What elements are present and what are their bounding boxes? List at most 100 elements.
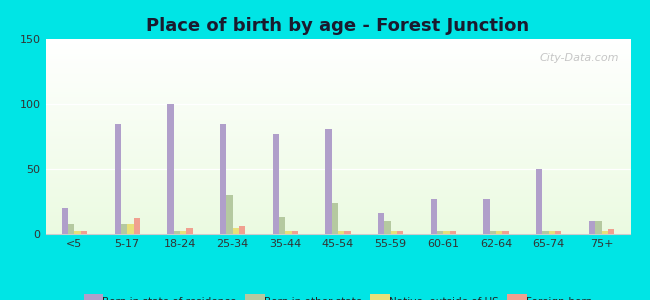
- Bar: [46, 48, 630, 49]
- Bar: [46, 160, 630, 161]
- Bar: [46, 214, 630, 215]
- Bar: [46, 94, 630, 95]
- Bar: [46, 161, 630, 162]
- Bar: [46, 141, 630, 142]
- Bar: [46, 98, 630, 100]
- Bar: [46, 40, 630, 41]
- Bar: [46, 95, 630, 97]
- Bar: [46, 79, 630, 80]
- Bar: [46, 55, 630, 56]
- Bar: [46, 148, 630, 149]
- Bar: [46, 59, 630, 60]
- Bar: [46, 110, 630, 111]
- Bar: [46, 125, 630, 126]
- Bar: [46, 103, 630, 104]
- Bar: [46, 206, 630, 207]
- Bar: [46, 162, 630, 163]
- Bar: [186, 227, 192, 234]
- Bar: [46, 231, 630, 232]
- Bar: [46, 42, 630, 43]
- Bar: [46, 173, 630, 175]
- Bar: [46, 156, 630, 157]
- Bar: [46, 39, 630, 40]
- Bar: [437, 231, 443, 234]
- Bar: [46, 82, 630, 83]
- Bar: [285, 231, 292, 234]
- Bar: [46, 159, 630, 160]
- Bar: [46, 57, 630, 58]
- Bar: [46, 201, 630, 202]
- Bar: [46, 204, 630, 205]
- Bar: [46, 136, 630, 137]
- Bar: [338, 231, 344, 234]
- Bar: [46, 228, 630, 229]
- Bar: [595, 221, 601, 234]
- Bar: [46, 144, 630, 145]
- Bar: [46, 114, 630, 115]
- Bar: [46, 93, 630, 94]
- Bar: [46, 113, 630, 114]
- Bar: [46, 132, 630, 133]
- Bar: [46, 154, 630, 155]
- Bar: [46, 209, 630, 210]
- Bar: [46, 53, 630, 54]
- Bar: [46, 106, 630, 107]
- Bar: [431, 199, 437, 234]
- Bar: [46, 116, 630, 117]
- Bar: [46, 143, 630, 144]
- Bar: [46, 226, 630, 227]
- Bar: [46, 107, 630, 108]
- Bar: [46, 112, 630, 113]
- Bar: [46, 233, 630, 234]
- Bar: [46, 66, 630, 67]
- Bar: [46, 72, 630, 73]
- Bar: [46, 178, 630, 179]
- Legend: Born in state of residence, Born in other state, Native, outside of US, Foreign-: Born in state of residence, Born in othe…: [79, 292, 597, 300]
- Bar: [46, 100, 630, 101]
- Bar: [46, 52, 630, 53]
- Bar: [46, 49, 630, 50]
- Bar: [46, 133, 630, 134]
- Bar: [46, 196, 630, 197]
- Bar: [46, 78, 630, 79]
- Bar: [46, 129, 630, 130]
- Bar: [344, 231, 350, 234]
- Bar: [46, 227, 630, 228]
- Bar: [46, 179, 630, 180]
- Bar: [46, 85, 630, 86]
- Bar: [174, 231, 180, 234]
- Bar: [46, 109, 630, 110]
- Bar: [46, 151, 630, 152]
- Bar: [46, 188, 630, 189]
- Bar: [220, 124, 226, 234]
- Bar: [46, 122, 630, 123]
- Bar: [292, 231, 298, 234]
- Bar: [391, 231, 397, 234]
- Bar: [46, 84, 630, 85]
- Bar: [46, 74, 630, 75]
- Bar: [46, 86, 630, 87]
- Bar: [46, 43, 630, 44]
- Bar: [46, 189, 630, 190]
- Bar: [46, 163, 630, 164]
- Bar: [46, 123, 630, 124]
- Bar: [46, 76, 630, 77]
- Bar: [46, 111, 630, 112]
- Bar: [46, 102, 630, 103]
- Bar: [279, 217, 285, 234]
- Bar: [46, 64, 630, 65]
- Bar: [46, 203, 630, 204]
- Bar: [46, 146, 630, 147]
- Bar: [46, 199, 630, 200]
- Bar: [46, 225, 630, 226]
- Bar: [46, 139, 630, 140]
- Bar: [46, 219, 630, 220]
- Bar: [46, 149, 630, 150]
- Bar: [46, 41, 630, 42]
- Bar: [46, 229, 630, 230]
- Bar: [46, 47, 630, 48]
- Bar: [46, 81, 630, 82]
- Bar: [46, 221, 630, 222]
- Bar: [46, 62, 630, 63]
- Bar: [46, 51, 630, 52]
